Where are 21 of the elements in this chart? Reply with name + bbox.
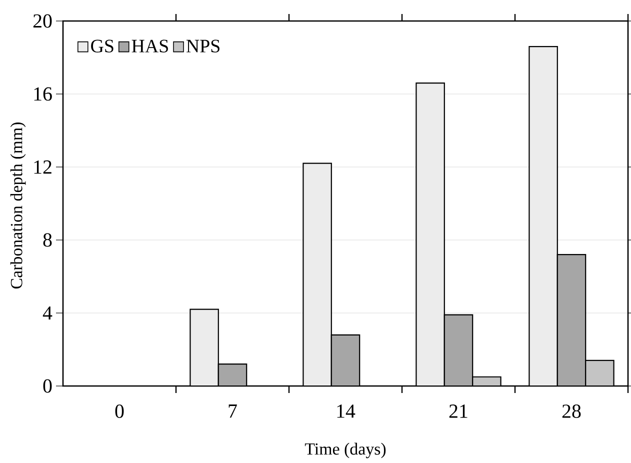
y-tick-label: 8 <box>43 233 52 247</box>
x-tick-label: 14 <box>337 404 356 418</box>
bar <box>556 254 586 386</box>
legend-label: HAS <box>132 40 168 52</box>
x-tick-label: 0 <box>115 404 124 418</box>
x-tick-label: 28 <box>562 404 581 418</box>
y-tick-label: 20 <box>33 14 52 28</box>
bar <box>444 314 473 386</box>
bar <box>218 364 247 386</box>
bar <box>331 334 360 386</box>
x-axis-title: Time (days) <box>304 442 386 458</box>
y-tick-label: 12 <box>34 160 52 174</box>
y-tick-label: 0 <box>43 379 52 393</box>
legend-label: GS <box>91 40 114 52</box>
bar <box>585 360 614 386</box>
legend-label: NPS <box>186 40 220 52</box>
y-tick-label: 16 <box>34 87 52 101</box>
x-tick-label: 7 <box>228 404 237 418</box>
y-tick-label: 4 <box>42 306 52 320</box>
y-axis-title: Carbonation depth (mm) <box>10 122 26 289</box>
x-tick-label: 21 <box>449 404 468 418</box>
